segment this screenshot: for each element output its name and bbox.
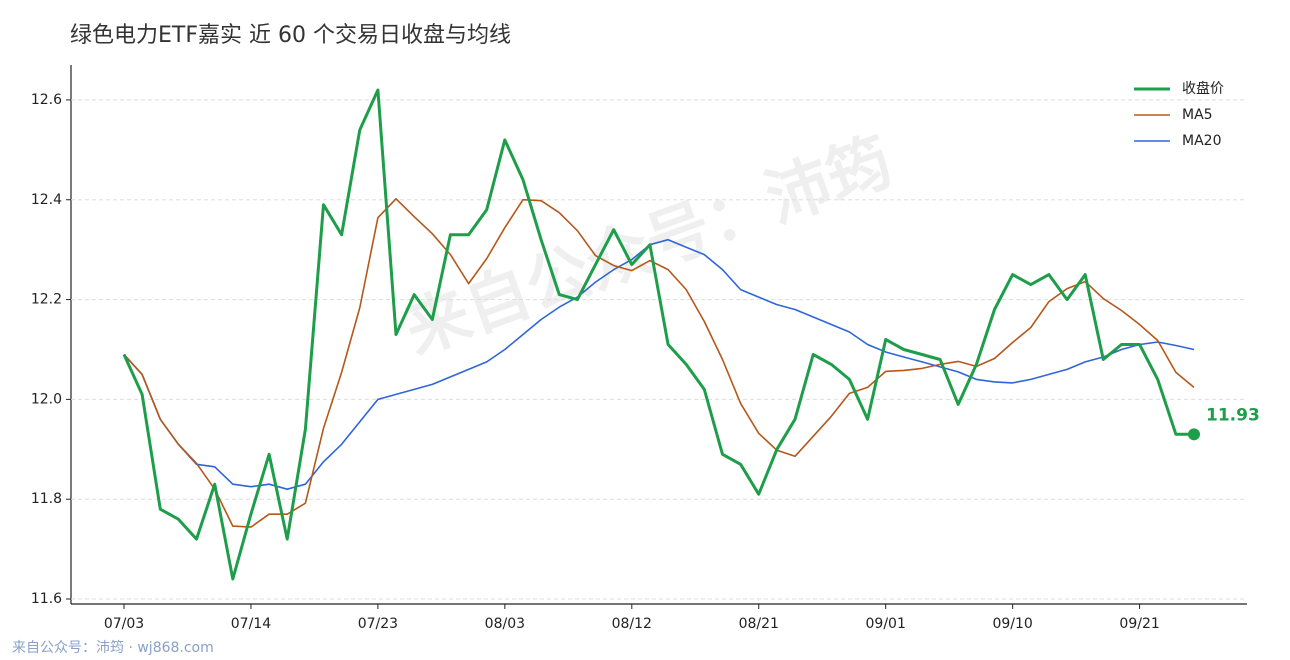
x-tick-label: 09/21	[1119, 616, 1159, 632]
legend-label: MA5	[1182, 107, 1213, 123]
chart-title: 绿色电力ETF嘉实 近 60 个交易日收盘与均线	[70, 23, 511, 48]
y-tick-label: 12.6	[31, 92, 62, 108]
x-tick-label: 07/03	[104, 616, 144, 632]
x-tick-label: 09/01	[866, 616, 906, 632]
x-tick-label: 08/21	[739, 616, 779, 632]
last-point	[1188, 428, 1200, 441]
x-tick-label: 08/03	[485, 616, 525, 632]
line-1	[123, 198, 1195, 528]
y-tick-label: 12.0	[31, 391, 62, 407]
y-tick-label: 11.6	[31, 591, 62, 607]
y-tick-label: 12.4	[31, 192, 62, 208]
footer: 来自公众号：沛筠 · wj868.com	[12, 639, 214, 656]
legend-label: 收盘价	[1182, 80, 1224, 97]
legend-label: MA20	[1182, 133, 1221, 149]
line-0	[122, 88, 1194, 581]
x-tick-label: 09/10	[992, 616, 1032, 632]
line-2	[123, 238, 1195, 490]
x-tick-label: 08/12	[612, 616, 652, 632]
y-tick-label: 12.2	[31, 292, 62, 308]
x-tick-label: 07/14	[231, 616, 271, 632]
last-label: 11.93	[1206, 405, 1260, 425]
x-tick-label: 07/23	[358, 616, 398, 632]
y-tick-label: 11.8	[31, 491, 62, 507]
